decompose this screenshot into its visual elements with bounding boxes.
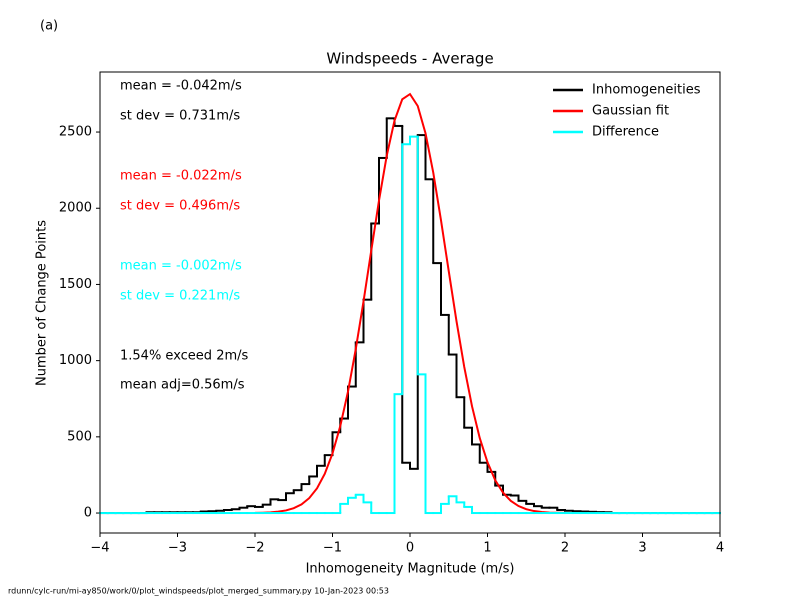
legend-label: Gaussian fit [592, 104, 669, 119]
x-tick-label: 0 [406, 541, 414, 556]
x-tick-label: −4 [90, 541, 109, 556]
x-tick-label: 4 [716, 541, 724, 556]
annotation: mean = -0.022m/s [120, 169, 242, 184]
panel-label: (a) [40, 19, 58, 34]
x-tick-label: −3 [168, 541, 187, 556]
y-tick-label: 500 [67, 429, 92, 444]
plot-frame [99, 71, 721, 534]
fit-line [254, 92, 566, 514]
annotation: st dev = 0.221m/s [120, 289, 240, 304]
annotation: mean = -0.002m/s [120, 259, 242, 274]
y-axis-label: Number of Change Points [35, 220, 50, 386]
y-tick-label: 2000 [59, 201, 92, 216]
annotation: st dev = 0.496m/s [120, 199, 240, 214]
chart-title: Windspeeds - Average [326, 50, 493, 68]
x-tick-label: 2 [561, 541, 569, 556]
footer: rdunn/cylc-run/mi-ay850/work/0/plot_wind… [8, 587, 389, 596]
y-tick-label: 0 [84, 506, 92, 521]
x-axis-label: Inhomogeneity Magnitude (m/s) [306, 562, 515, 577]
x-tick-label: −2 [245, 541, 264, 556]
annotation: mean adj=0.56m/s [120, 378, 245, 393]
x-tick-label: 3 [638, 541, 646, 556]
x-tick-label: 1 [483, 541, 491, 556]
annotation: mean = -0.042m/s [120, 79, 242, 94]
legend-label: Difference [592, 125, 659, 140]
x-tick-label: −1 [323, 541, 342, 556]
y-tick-label: 1500 [59, 277, 92, 292]
annotation: 1.54% exceed 2m/s [120, 349, 249, 364]
y-tick-label: 2500 [59, 125, 92, 140]
y-tick-label: 1000 [59, 353, 92, 368]
annotation: st dev = 0.731m/s [120, 109, 240, 124]
legend-label: Inhomogeneities [592, 83, 701, 98]
